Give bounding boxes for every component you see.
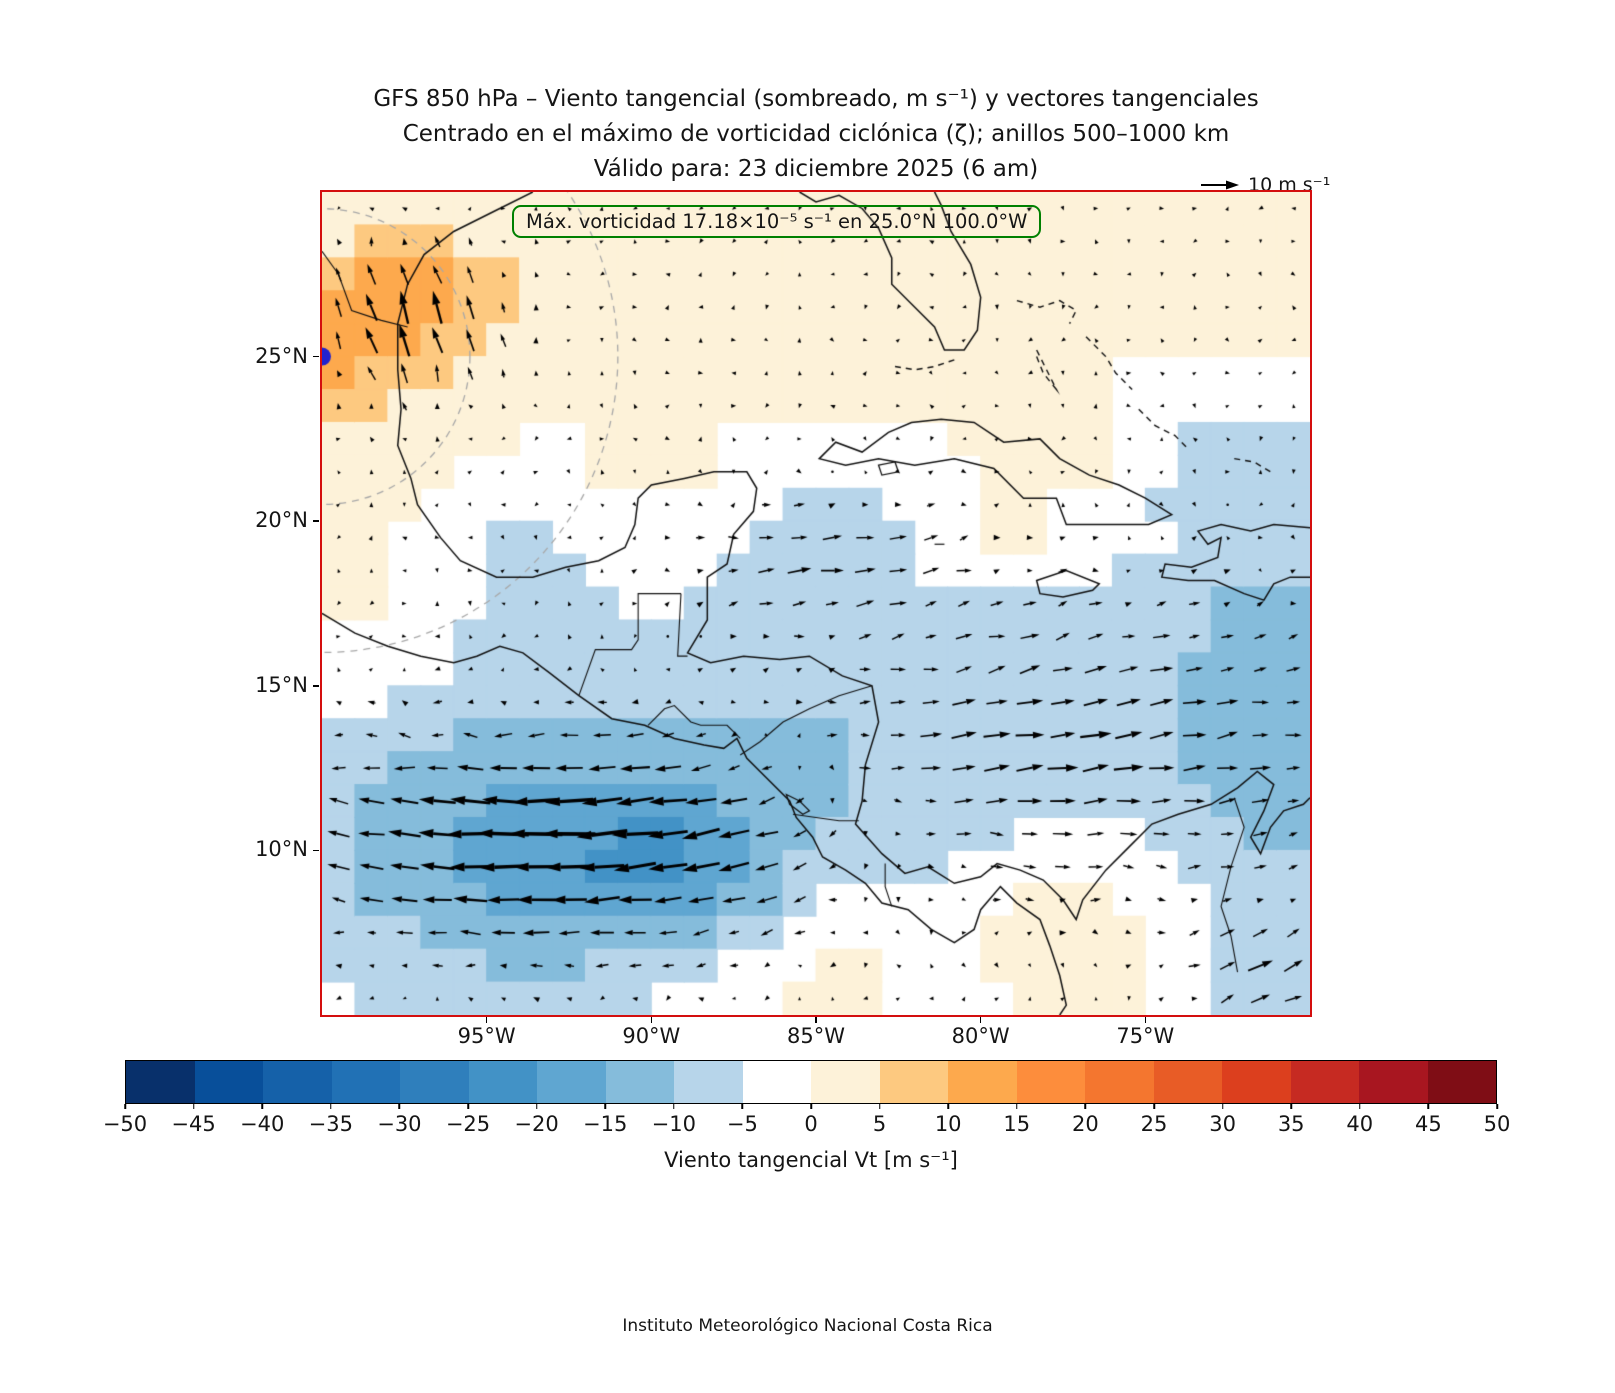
colorbar-tick-label: −5	[726, 1112, 758, 1136]
colorbar-tick-mark	[1084, 1104, 1087, 1109]
y-tick-mark	[313, 685, 319, 687]
colorbar-tick-mark	[878, 1104, 881, 1109]
colorbar-tick-mark	[1153, 1104, 1155, 1109]
colorbar-tick-mark	[604, 1104, 606, 1109]
colorbar-tick-label: 35	[1277, 1112, 1305, 1136]
colorbar-tick-mark	[330, 1104, 332, 1109]
colorbar-tick-label: 20	[1072, 1112, 1099, 1136]
colorbar-cell	[126, 1061, 195, 1103]
x-tick-mark	[979, 1017, 982, 1023]
colorbar-tick-label: −40	[240, 1112, 285, 1136]
colorbar-cell	[468, 1061, 537, 1103]
colorbar-tick-label: −50	[102, 1112, 148, 1136]
y-tick-label: 20°N	[255, 508, 308, 533]
colorbar-cell	[1290, 1061, 1359, 1103]
colorbar-tick-label: −25	[445, 1112, 491, 1136]
colorbar-label: Viento tangencial Vt [m s⁻¹]	[664, 1148, 958, 1172]
colorbar-tick-mark	[1359, 1104, 1361, 1109]
colorbar-cell	[1016, 1061, 1085, 1103]
colorbar-cell	[1359, 1061, 1428, 1103]
colorbar-cell	[194, 1061, 263, 1103]
colorbar-ticks: −50 −45 −40 −35 −30 −25 −20 −15 −10 −5 0 5 10 15 20 25 3…	[103, 1104, 1510, 1144]
colorbar-tick-label: 30	[1209, 1112, 1236, 1136]
colorbar-cell	[1427, 1061, 1496, 1103]
colorbar-tick-label: −35	[308, 1112, 353, 1136]
y-tick-mark	[313, 520, 319, 522]
colorbar-tick-mark	[535, 1104, 538, 1109]
y-tick-label: 10°N	[255, 837, 308, 862]
quiver-key-arrow-icon	[1201, 180, 1239, 190]
colorbar-tick-label: 40	[1346, 1112, 1374, 1136]
chart-title: GFS 850 hPa – Viento tangencial (sombrea…	[322, 82, 1310, 187]
colorbar-tick-label: 45	[1415, 1112, 1442, 1136]
map-canvas	[322, 192, 1310, 1015]
x-tick-label: 95°W	[457, 1024, 516, 1048]
x-tick-mark	[650, 1017, 653, 1023]
colorbar-cells	[125, 1060, 1497, 1104]
colorbar-cell	[674, 1061, 743, 1103]
colorbar-cell	[1222, 1061, 1291, 1103]
x-tick-label: 80°W	[951, 1024, 1010, 1048]
colorbar-cell	[742, 1061, 811, 1103]
title-line-2: Centrado en el máximo de vorticidad cicl…	[402, 120, 1230, 147]
colorbar-cell	[1153, 1061, 1222, 1103]
colorbar-tick-mark	[1427, 1104, 1430, 1109]
title-line-3: Válido para: 23 diciembre 2025 (6 am)	[593, 155, 1039, 182]
x-tick-label: 85°W	[787, 1024, 845, 1048]
colorbar-tick-mark	[261, 1104, 263, 1109]
colorbar-cell	[331, 1061, 400, 1103]
vorticity-annotation: Máx. vorticidad 17.18×10⁻⁵ s⁻¹ en 25.0°N…	[512, 205, 1042, 238]
y-tick-label: 25°N	[255, 343, 308, 368]
colorbar-tick-mark	[467, 1104, 469, 1109]
colorbar-tick-mark	[1496, 1104, 1498, 1109]
colorbar-tick-mark	[673, 1104, 675, 1109]
colorbar-tick-label: 25	[1140, 1112, 1168, 1136]
colorbar-cell	[400, 1061, 469, 1103]
colorbar-tick-label: −30	[377, 1112, 422, 1136]
x-tick-mark	[1144, 1017, 1147, 1023]
x-tick-mark	[485, 1017, 488, 1023]
colorbar-tick-label: −20	[514, 1112, 559, 1136]
y-tick-label: 15°N	[255, 672, 308, 697]
colorbar-cell	[537, 1061, 606, 1103]
colorbar-tick-label: −45	[171, 1112, 216, 1136]
colorbar-tick-mark	[124, 1104, 126, 1109]
colorbar-tick-mark	[741, 1104, 744, 1109]
colorbar-cell	[948, 1061, 1017, 1103]
y-tick-mark	[313, 849, 319, 852]
colorbar-tick-mark	[810, 1104, 812, 1109]
colorbar-tick-mark	[1016, 1104, 1018, 1109]
colorbar-tick-mark	[1290, 1104, 1292, 1109]
x-tick-mark	[815, 1017, 817, 1023]
colorbar-cell	[811, 1061, 880, 1103]
x-tick-label: 90°W	[622, 1024, 681, 1048]
x-tick-label: 75°W	[1116, 1024, 1175, 1048]
colorbar-cell	[605, 1061, 674, 1103]
colorbar-cell	[263, 1061, 332, 1103]
colorbar-cell	[879, 1061, 948, 1103]
y-tick-mark	[313, 355, 319, 358]
colorbar-tick-mark	[192, 1104, 195, 1109]
colorbar-tick-mark	[398, 1104, 401, 1109]
colorbar-tick-label: 15	[1003, 1112, 1031, 1136]
colorbar-tick-label: −10	[651, 1112, 696, 1136]
title-line-1: GFS 850 hPa – Viento tangencial (sombrea…	[373, 86, 1259, 112]
vorticity-annotation-text: Máx. vorticidad 17.18×10⁻⁵ s⁻¹ en 25.0°N…	[526, 210, 1028, 233]
colorbar-tick-label: 5	[872, 1112, 887, 1136]
colorbar-tick-mark	[1221, 1104, 1224, 1109]
colorbar-tick-label: 50	[1483, 1112, 1511, 1136]
footer-text: Instituto Meteorológico Nacional Costa R…	[622, 1316, 993, 1336]
colorbar-tick-label: 0	[804, 1112, 818, 1136]
colorbar: −50 −45 −40 −35 −30 −25 −20 −15 −10 −5 0 5 10 15 20 25 3…	[103, 1060, 1510, 1172]
colorbar-tick-label: 10	[934, 1112, 962, 1136]
map-panel: Máx. vorticidad 17.18×10⁻⁵ s⁻¹ en 25.0°N…	[320, 190, 1312, 1017]
colorbar-tick-mark	[947, 1104, 949, 1109]
colorbar-tick-label: −15	[583, 1112, 628, 1136]
colorbar-cell	[1085, 1061, 1154, 1103]
